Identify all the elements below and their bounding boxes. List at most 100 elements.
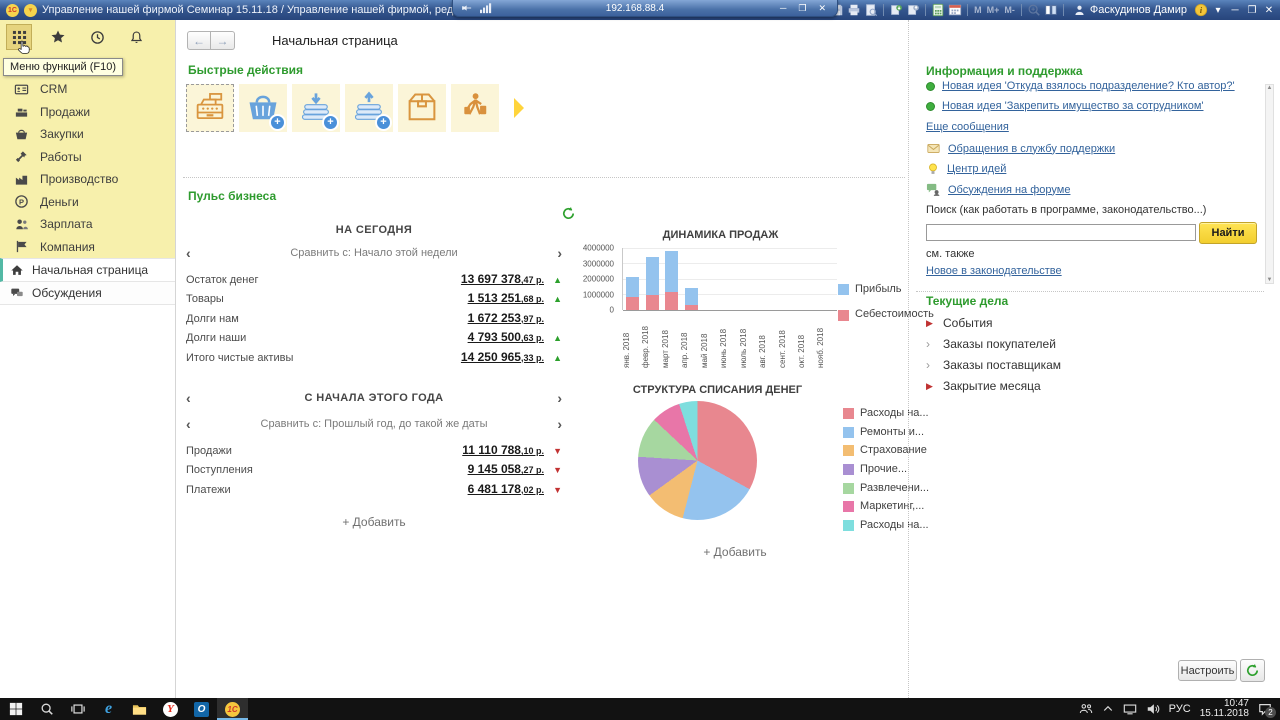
memory-minus-button[interactable]: M- <box>1004 5 1015 15</box>
metric-value[interactable]: 6 481 178,02 р. <box>467 481 544 496</box>
search-label: Поиск (как работать в программе, законод… <box>926 204 1207 216</box>
quick-action-money-receipt[interactable]: + <box>292 84 340 132</box>
quick-action-money-payment[interactable]: + <box>345 84 393 132</box>
send-file-icon[interactable] <box>906 2 920 18</box>
rdp-close-button[interactable]: ✕ <box>818 2 826 13</box>
sidebar-page-home[interactable]: Начальная страница <box>0 258 175 282</box>
language-indicator[interactable]: РУС <box>1168 703 1191 715</box>
metric-value[interactable]: 1 513 251,68 р. <box>467 291 544 306</box>
sidebar-item-salary[interactable]: Зарплата <box>0 213 175 236</box>
compare-prev-button[interactable]: ‹ <box>186 245 191 261</box>
x-tick-label: июнь 2018 <box>719 328 729 368</box>
quick-action-package[interactable] <box>398 84 446 132</box>
rdp-restore-button[interactable]: ❐ <box>798 2 807 13</box>
sidebar-item-sales[interactable]: Продажи <box>0 101 175 124</box>
quick-action-purchase-basket[interactable]: + <box>239 84 287 132</box>
history-button[interactable] <box>84 24 110 50</box>
metric-value[interactable]: 14 250 965,33 р. <box>460 349 544 364</box>
metric-value[interactable]: 1 672 253,97 р. <box>467 310 544 325</box>
support-link[interactable]: Обсуждения на форуме <box>948 183 1071 196</box>
people-icon[interactable] <box>1079 702 1093 716</box>
window-close-button[interactable]: ✕ <box>1264 4 1274 16</box>
current-user[interactable]: Фаскудинов Дамир <box>1069 4 1191 17</box>
compare-next-button[interactable]: › <box>557 416 562 432</box>
sidebar-page-discussions[interactable]: Обсуждения <box>0 282 175 305</box>
pin-icon[interactable] <box>461 2 473 14</box>
tray-expand-icon[interactable] <box>1102 703 1114 715</box>
network-icon[interactable] <box>1123 702 1137 716</box>
edge-button[interactable]: e <box>93 698 124 720</box>
more-messages-link[interactable]: Еще сообщения <box>926 121 1009 133</box>
favorites-button[interactable] <box>45 24 71 50</box>
compare-prev-button[interactable]: ‹ <box>186 416 191 432</box>
split-window-icon[interactable] <box>1044 2 1058 18</box>
yandex-browser-button[interactable]: Y <box>155 698 186 720</box>
print-icon[interactable] <box>847 2 861 18</box>
sidebar-item-works[interactable]: Работы <box>0 146 175 169</box>
refresh-button[interactable] <box>1240 659 1265 682</box>
metric-value[interactable]: 11 110 788,10 р. <box>462 443 544 457</box>
legislation-link[interactable]: Новое в законодательстве <box>926 265 1062 277</box>
legend-swatch <box>843 519 854 531</box>
start-button[interactable] <box>0 698 31 720</box>
metric-value[interactable]: 13 697 378,47 р. <box>460 272 544 286</box>
compare-next-button[interactable]: › <box>557 245 562 261</box>
outlook-button[interactable]: O <box>186 698 217 720</box>
todo-item[interactable]: › Заказы поставщикам <box>926 358 1061 372</box>
window-minimize-button[interactable]: ─ <box>1231 4 1239 16</box>
news-link[interactable]: Новая идея 'Откуда взялось подразделение… <box>942 80 1235 92</box>
rdp-minimize-button[interactable]: ─ <box>779 3 787 13</box>
task-view-button[interactable] <box>62 698 93 720</box>
function-menu-button[interactable] <box>6 24 32 50</box>
support-link[interactable]: Центр идей <box>947 163 1007 175</box>
memory-recall-button[interactable]: M <box>974 5 982 15</box>
metric-value[interactable]: 4 793 500,63 р. <box>467 330 544 345</box>
news-link[interactable]: Новая идея 'Закрепить имущество за сотру… <box>942 100 1204 112</box>
file-explorer-button[interactable] <box>124 698 155 720</box>
sidebar-item-company[interactable]: Компания <box>0 236 175 259</box>
period-prev-button[interactable]: ‹ <box>186 390 191 406</box>
new-message-dot-icon <box>926 101 935 111</box>
attach-file-icon[interactable] <box>889 2 903 18</box>
sidebar-item-crm[interactable]: CRM <box>0 78 175 101</box>
print-preview-icon[interactable] <box>864 2 878 18</box>
window-restore-button[interactable]: ❐ <box>1247 4 1257 16</box>
period-next-button[interactable]: › <box>557 390 562 406</box>
action-center-button[interactable]: 2 <box>1258 702 1276 718</box>
trend-up-icon: ▲ <box>553 275 562 285</box>
scroll-down-icon[interactable]: ▼ <box>1266 277 1273 283</box>
sidebar-item-production[interactable]: Производство <box>0 168 175 191</box>
sidebar-item-money[interactable]: P Деньги <box>0 191 175 214</box>
quick-action-cash-register[interactable] <box>186 84 234 132</box>
metric-value[interactable]: 9 145 058,27 р. <box>467 462 544 477</box>
titlebar-dropdown-icon[interactable]: ▾ <box>1215 4 1221 16</box>
volume-icon[interactable] <box>1146 702 1160 716</box>
main-menu-dropdown-icon[interactable]: ▾ <box>24 3 37 17</box>
back-button[interactable]: ← <box>187 31 211 50</box>
zoom-icon[interactable] <box>1027 2 1041 18</box>
taskbar-search-button[interactable] <box>31 698 62 720</box>
add-chart-link[interactable]: + Добавить <box>703 545 767 559</box>
info-scrollbar[interactable]: ▲ ▼ <box>1265 84 1274 284</box>
todo-item[interactable]: ▶ События <box>926 316 993 330</box>
configure-button[interactable]: Настроить <box>1178 660 1237 681</box>
1c-app-button[interactable]: 1С <box>217 698 248 720</box>
support-link[interactable]: Обращения в службу поддержки <box>948 142 1116 155</box>
todo-item[interactable]: › Заказы покупателей <box>926 337 1056 351</box>
calculator-icon[interactable] <box>931 2 945 18</box>
scroll-up-icon[interactable]: ▲ <box>1266 85 1273 91</box>
sidebar-item-purchases[interactable]: Закупки <box>0 123 175 146</box>
todo-item[interactable]: ▶ Закрытие месяца <box>926 379 1041 393</box>
taskbar-clock[interactable]: 10:47 15.11.2018 <box>1200 698 1249 720</box>
info-icon[interactable]: i <box>1194 2 1208 18</box>
memory-plus-button[interactable]: M+ <box>986 5 1000 15</box>
calendar-icon[interactable] <box>948 2 962 18</box>
add-metric-link[interactable]: + Добавить <box>342 515 406 530</box>
quick-actions-more-button[interactable] <box>512 97 526 119</box>
search-input[interactable] <box>926 224 1196 241</box>
forward-button[interactable]: → <box>211 31 235 50</box>
pulse-refresh-button[interactable] <box>561 206 576 226</box>
notifications-button[interactable] <box>123 24 149 50</box>
quick-action-courier[interactable] <box>451 84 499 132</box>
find-button[interactable]: Найти <box>1199 222 1257 244</box>
